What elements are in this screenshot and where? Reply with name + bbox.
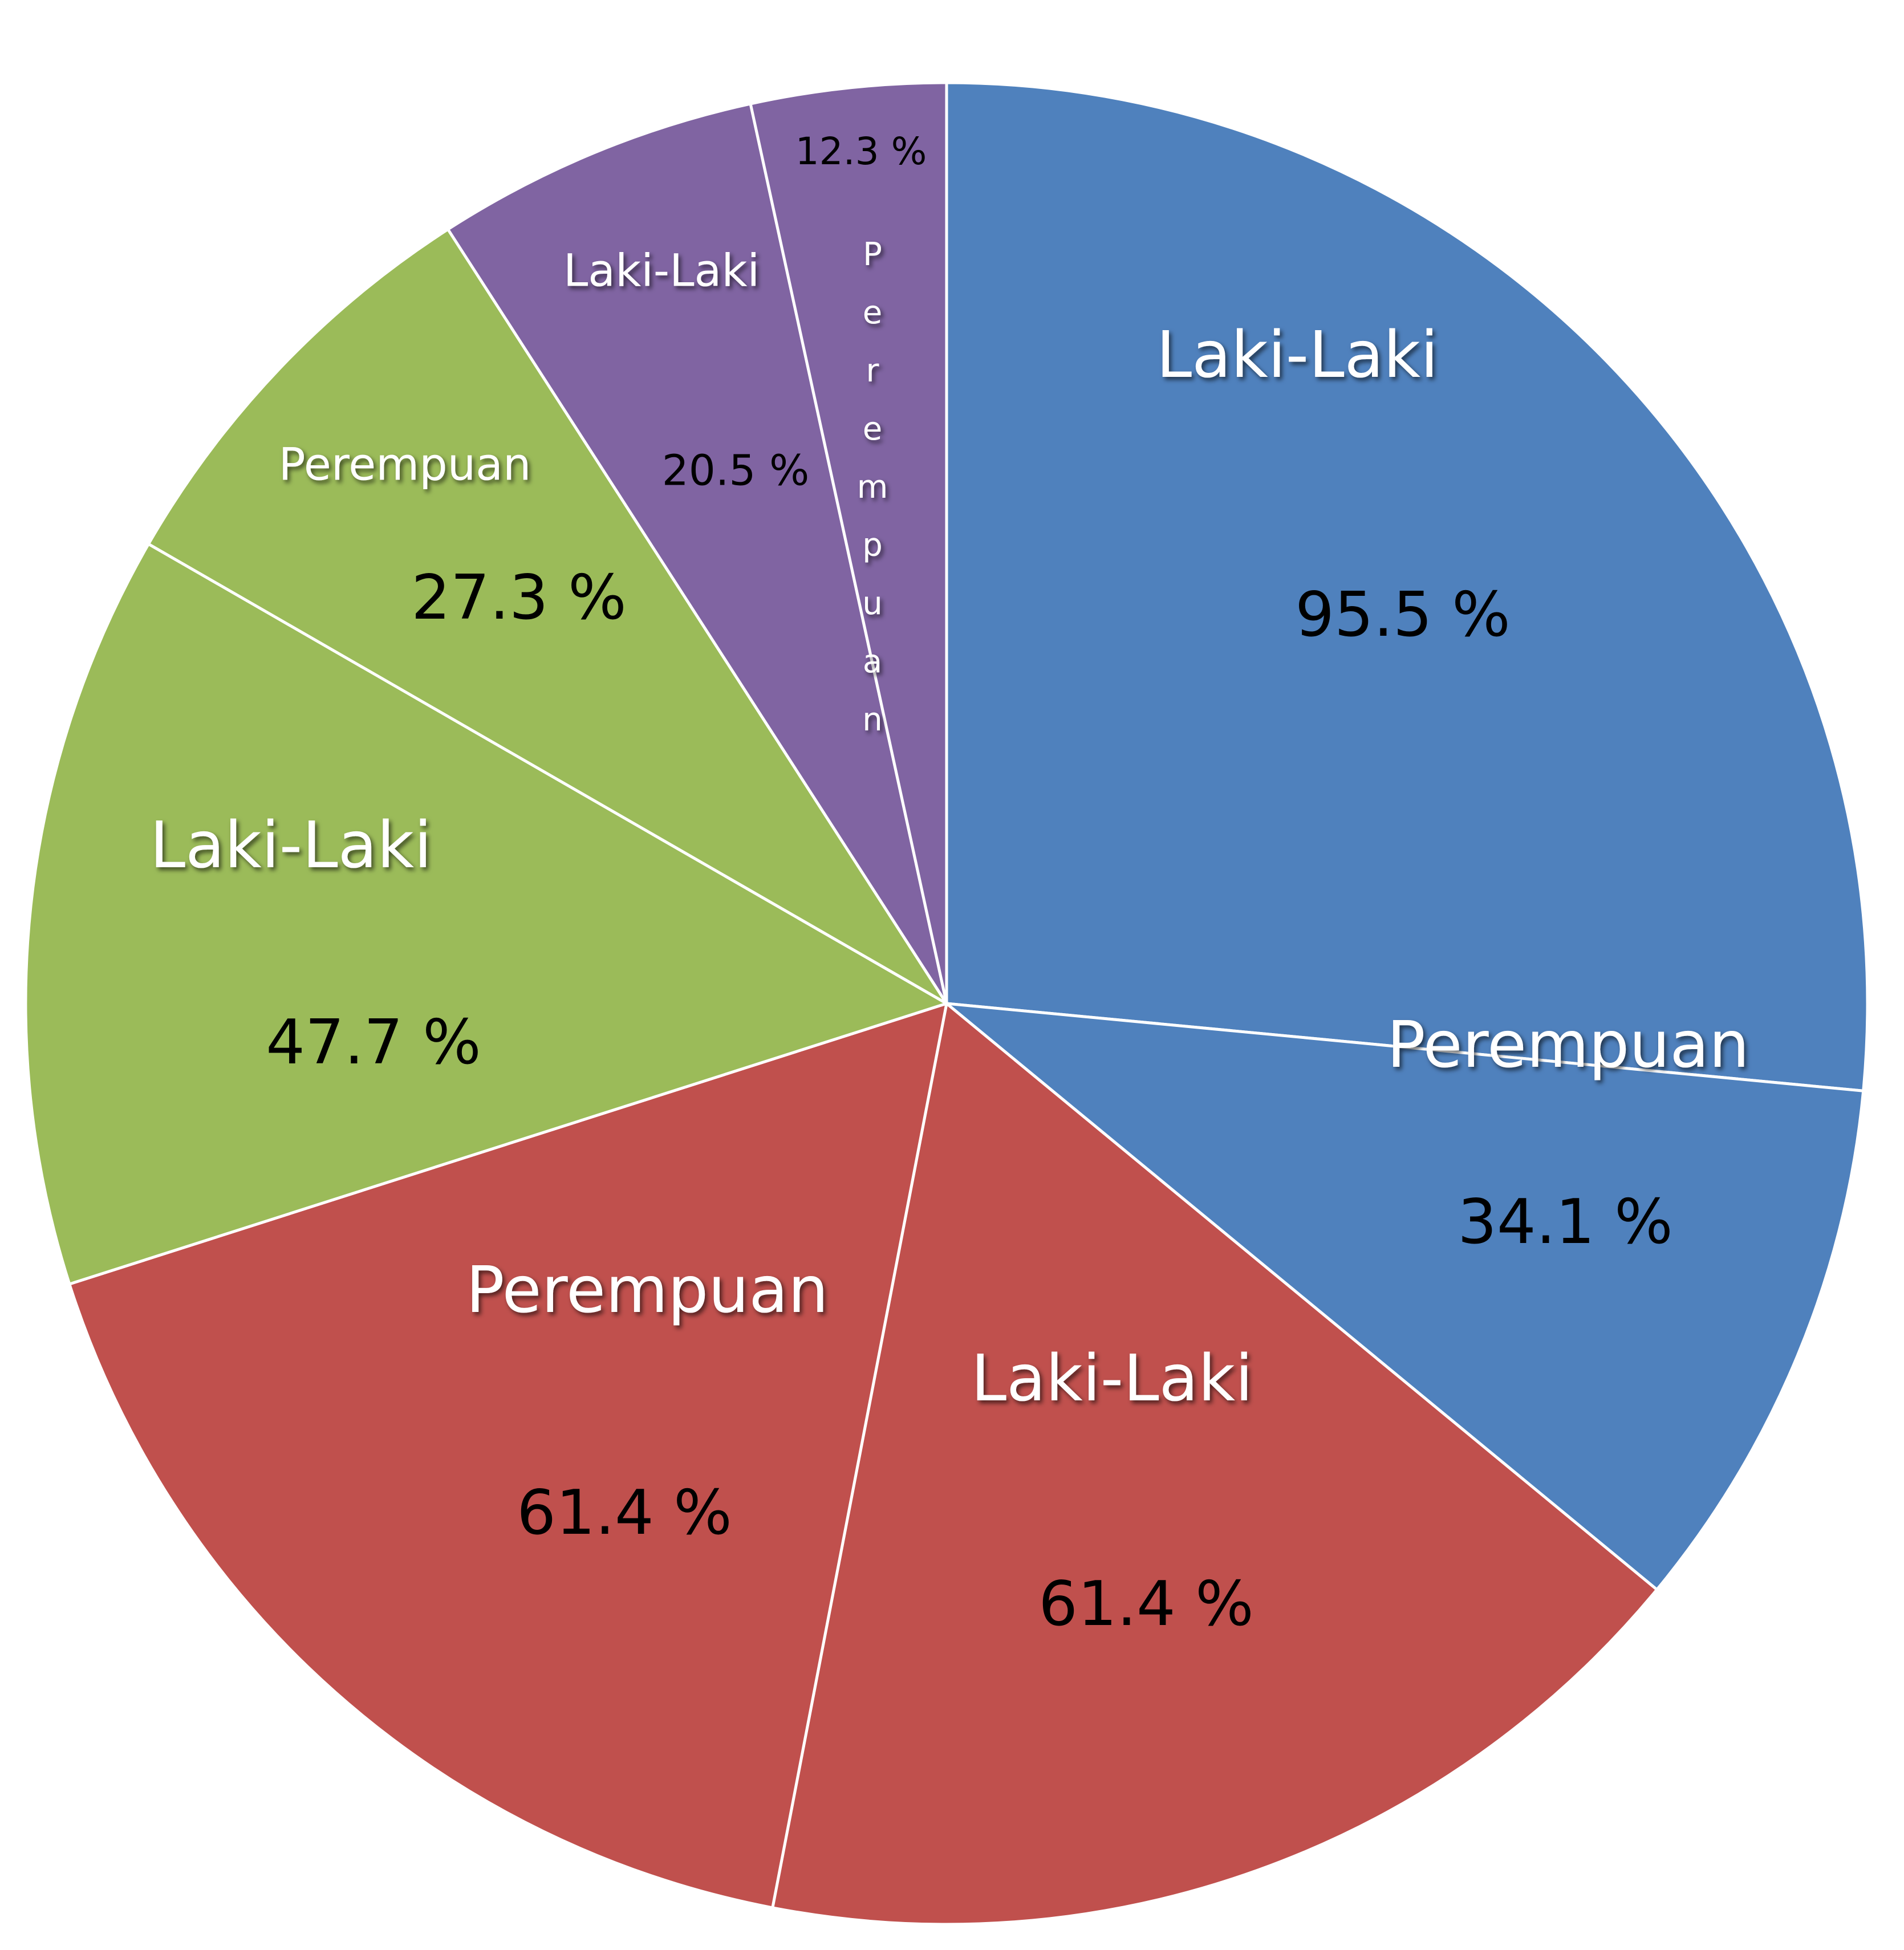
slice-value-7: 20.5 % bbox=[662, 446, 810, 495]
slice-value-2: 34.1 % bbox=[1458, 1187, 1672, 1258]
pie-slices bbox=[24, 81, 1869, 1926]
slice-value-8: 12.3 % bbox=[795, 129, 927, 173]
pie-slice-4 bbox=[68, 1002, 948, 1910]
slice-label-4: Perempuan bbox=[466, 1253, 829, 1327]
slice-value-6: 27.3 % bbox=[411, 562, 626, 633]
pie-slice-7 bbox=[446, 102, 948, 1005]
slice-label-6: Perempuan bbox=[279, 439, 531, 490]
slice-label-1: Laki-Laki bbox=[1156, 318, 1438, 392]
pie-labels: Laki-Laki 95.5 % Perempuan 34.1 % Laki-Laki 6… bbox=[150, 129, 1749, 1640]
pie-slice-6 bbox=[147, 228, 948, 1005]
slice-value-4: 61.4 % bbox=[517, 1477, 732, 1549]
slice-label-5: Laki-Laki bbox=[150, 809, 432, 883]
slice-label-2: Perempuan bbox=[1387, 1008, 1749, 1082]
slice-label-7: Laki-Laki bbox=[563, 245, 760, 296]
slice-value-5: 47.7 % bbox=[266, 1007, 481, 1078]
slice-label-3: Laki-Laki bbox=[971, 1342, 1253, 1416]
pie-slice-2 bbox=[945, 1002, 1865, 1591]
pie-slice-5 bbox=[24, 542, 948, 1286]
pie-slice-3 bbox=[771, 1002, 1659, 1926]
slice-value-1: 95.5 % bbox=[1295, 579, 1510, 651]
pie-slice-8 bbox=[749, 81, 948, 1005]
pie-slice-1 bbox=[945, 81, 1869, 1092]
slice-value-3: 61.4 % bbox=[1038, 1569, 1253, 1640]
